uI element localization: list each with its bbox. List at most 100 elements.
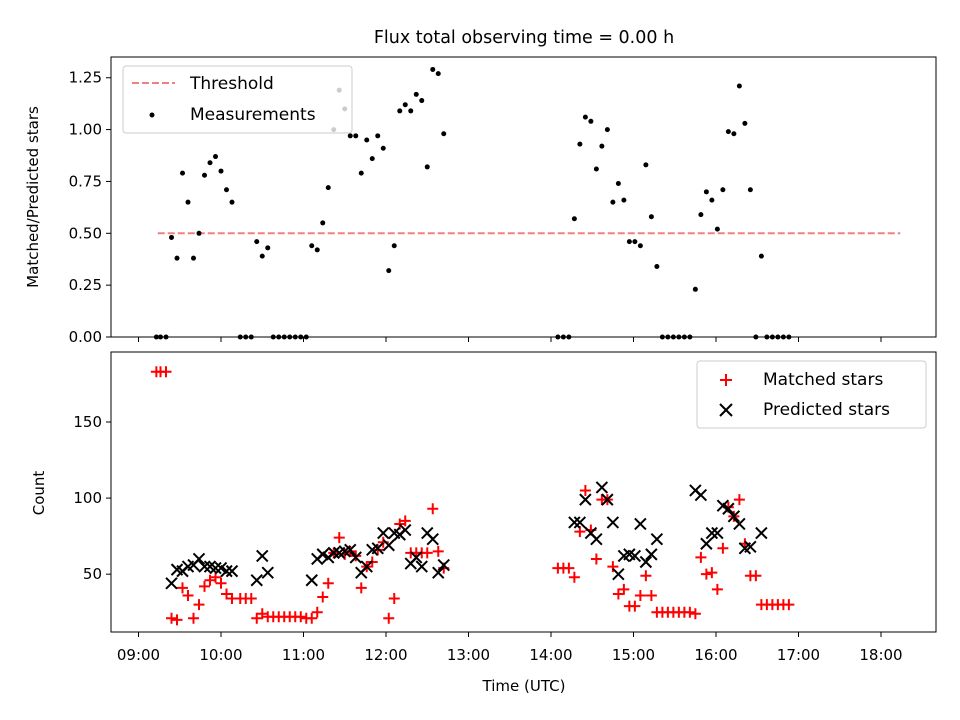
predicted-star-marker [327, 546, 340, 560]
predicted-star-marker [426, 532, 439, 546]
bottom-legend-box [696, 360, 927, 429]
matched-star-marker [215, 577, 227, 589]
top-panel: Flux total observing time = 0.00 h 0.000… [24, 28, 937, 346]
matched-star-marker [689, 608, 701, 620]
top-chart-title: Flux total observing time = 0.00 h [374, 28, 674, 48]
predicted-star-marker [198, 560, 211, 573]
measurement-point [747, 187, 753, 193]
legend-measurements-swatch [149, 112, 155, 118]
bottom-x-tick-label: 13:00 [447, 646, 490, 664]
bottom-x-tick-label: 12:00 [364, 646, 407, 664]
predicted-star-marker [727, 510, 741, 523]
measurement-point [224, 187, 229, 193]
measurement-point [648, 214, 654, 220]
predicted-star-marker [568, 516, 581, 529]
matched-star-marker [427, 503, 439, 515]
predicted-star-marker [256, 549, 269, 563]
predicted-star-marker [755, 526, 768, 540]
measurement-point [369, 156, 375, 162]
matched-star-marker [684, 606, 696, 618]
measurement-point [196, 230, 202, 236]
measurement-point [626, 239, 632, 245]
top-plot-frame [110, 56, 937, 338]
measurement-point [229, 199, 235, 205]
matched-star-marker [317, 591, 329, 603]
top-y-tick-label: 1.00 [69, 121, 102, 139]
bottom-x-tick-label: 11:00 [282, 646, 325, 664]
predicted-star-marker [305, 574, 318, 587]
matched-star-marker [421, 547, 433, 559]
top-legend-box [122, 65, 353, 134]
measurement-point [714, 226, 720, 232]
measurement-point [742, 120, 748, 126]
predicted-star-marker [344, 543, 357, 557]
bottom-x-axis-label: Time (UTC) [482, 677, 566, 695]
matched-star-marker [563, 562, 575, 574]
bottom-axis-ticks: 09:00 10:00 11:00 12:00 13:00 14:00 15:00 16:00… [73, 413, 902, 664]
measurement-point [582, 114, 588, 120]
legend-predicted-swatch [719, 403, 733, 417]
predicted-star-marker [432, 566, 445, 579]
measurement-point [314, 247, 320, 253]
measurement-point [599, 143, 605, 149]
measurement-point [364, 137, 370, 143]
measurement-point [386, 268, 392, 274]
predicted-star-marker [250, 574, 263, 587]
measurement-point [703, 189, 709, 195]
measurement-point [709, 197, 715, 203]
predicted-star-marker [590, 532, 603, 546]
matched-star-marker [350, 550, 362, 562]
matched-star-marker [333, 532, 345, 544]
predicted-star-marker [382, 539, 395, 552]
predicted-star-marker [639, 555, 653, 569]
matched-star-marker [193, 599, 205, 611]
bottom-x-tick-label: 17:00 [777, 646, 820, 664]
bottom-x-tick-label: 16:00 [694, 646, 737, 664]
measurement-point [265, 245, 271, 251]
bottom-x-tick-label: 10:00 [199, 646, 242, 664]
matched-star-marker [245, 593, 257, 605]
matched-star-marker [383, 612, 395, 624]
measurement-point [424, 164, 430, 170]
measurement-point [435, 71, 441, 77]
predicted-star-marker [722, 502, 735, 515]
measurement-point [309, 243, 315, 249]
measurement-point [185, 199, 191, 205]
measurement-point [358, 170, 364, 176]
legend-matched-swatch [720, 374, 732, 386]
top-y-tick-label: 0.25 [69, 276, 102, 294]
bottom-legend: Matched stars Predicted stars [696, 360, 927, 429]
predicted-star-marker [645, 548, 658, 561]
measurement-point [259, 253, 265, 259]
measurement-point [254, 239, 260, 245]
measurement-point [213, 154, 218, 160]
predicted-star-marker [700, 537, 713, 550]
measurement-point [632, 239, 638, 245]
measurement-point [347, 133, 353, 139]
measurement-point [218, 168, 224, 174]
predicted-star-marker [437, 558, 450, 572]
predicted-star-marker [628, 549, 642, 563]
bottom-y-tick-label: 150 [73, 413, 102, 431]
measurement-point [725, 129, 731, 135]
measurement-point [604, 127, 610, 133]
matched-star-marker [629, 600, 641, 612]
measurement-point [375, 133, 381, 139]
predicted-star-marker [694, 488, 708, 502]
predicted-star-marker [606, 516, 620, 529]
matched-star-marker [166, 612, 177, 624]
measurement-point [207, 160, 213, 166]
predicted-star-marker [261, 566, 274, 579]
predicted-star-marker [225, 564, 239, 578]
bottom-y-tick-label: 100 [73, 489, 102, 507]
predicted-star-marker [220, 564, 233, 578]
matched-star-marker [177, 582, 188, 594]
legend-predicted-label: Predicted stars [763, 400, 890, 420]
measurement-point [202, 172, 207, 178]
measurement-point [720, 187, 726, 193]
matched-star-marker [711, 583, 723, 595]
matched-star-marker [388, 593, 400, 605]
measurement-point [692, 286, 698, 292]
measurement-point [430, 66, 436, 72]
